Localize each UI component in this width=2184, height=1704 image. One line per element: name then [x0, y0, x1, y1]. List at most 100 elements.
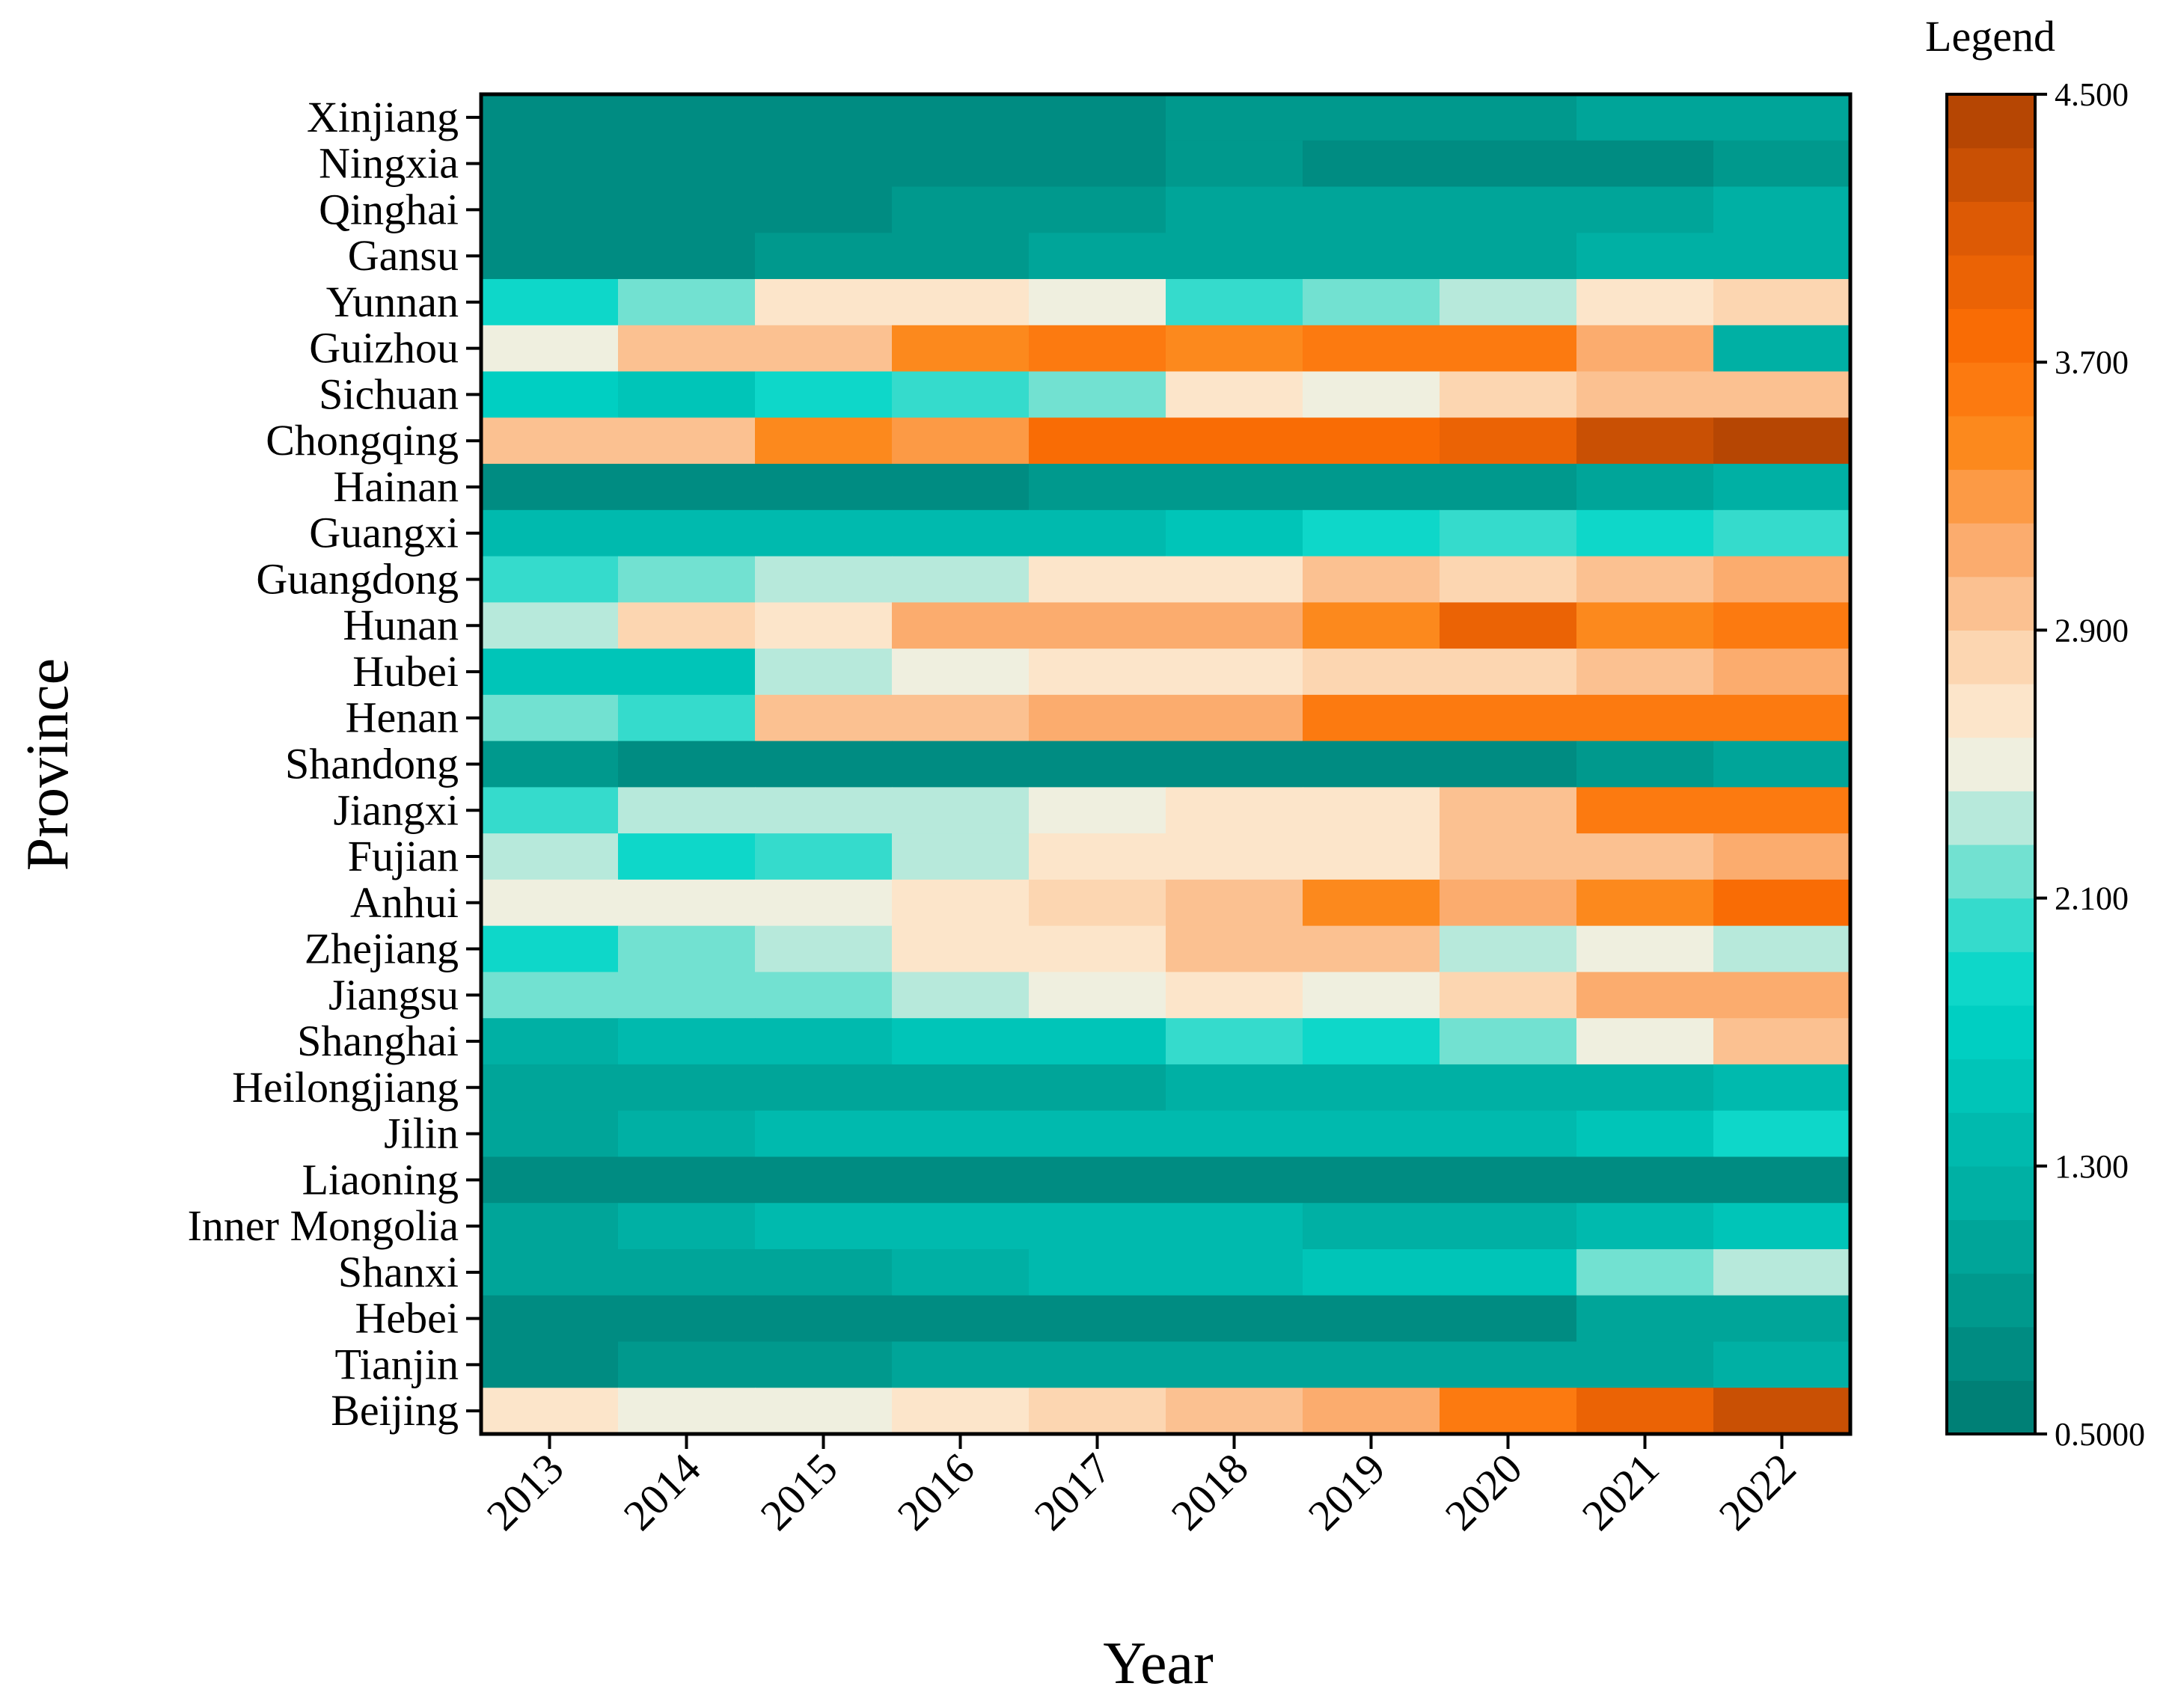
heatmap-cell — [892, 1110, 1030, 1158]
heatmap-cell — [481, 787, 619, 834]
colorbar-band — [1947, 1112, 2035, 1167]
y-tick-label: Shanxi — [338, 1248, 459, 1296]
heatmap-cell — [1440, 1248, 1577, 1296]
heatmap-cell — [1303, 1110, 1440, 1158]
colorbar-band — [1947, 1380, 2035, 1435]
heatmap-cell — [1713, 140, 1851, 188]
heatmap-cell — [1029, 1388, 1166, 1435]
heatmap-cell — [481, 1110, 619, 1158]
colorbar-band — [1947, 1165, 2035, 1221]
heatmap-cell — [1029, 1248, 1166, 1296]
heatmap-cell — [1029, 464, 1166, 511]
heatmap-cell — [1166, 972, 1303, 1019]
heatmap-cell — [1576, 1064, 1714, 1112]
heatmap-cell — [1440, 602, 1577, 649]
heatmap-cell — [1576, 233, 1714, 280]
colorbar-legend: Legend 4.500 3.700 2.900 2.100 1.300 0.5000 — [1925, 12, 2145, 1453]
heatmap-cell — [481, 279, 619, 326]
heatmap-cell — [1303, 371, 1440, 418]
heatmap-cell — [618, 417, 756, 465]
y-tick-label: Chongqing — [266, 416, 459, 465]
colorbar-band — [1947, 951, 2035, 1006]
x-tick-label: 2021 — [1573, 1444, 1668, 1539]
heatmap-cell — [892, 417, 1030, 465]
heatmap-cell — [1713, 972, 1851, 1019]
heatmap-cell — [1166, 694, 1303, 742]
heatmap-cell — [1440, 1203, 1577, 1250]
heatmap-cell — [1166, 1203, 1303, 1250]
heatmap-cell — [1166, 417, 1303, 465]
heatmap-cell — [618, 325, 756, 373]
heatmap-cell — [481, 325, 619, 373]
heatmap-cell — [1713, 1156, 1851, 1204]
y-tick-label: Guangxi — [309, 509, 459, 557]
heatmap-cell — [755, 741, 893, 788]
colorbar-frame — [1945, 93, 2037, 1435]
heatmap-cell — [481, 1295, 619, 1343]
heatmap-cell — [755, 1156, 893, 1204]
heatmap-cell — [892, 649, 1030, 696]
heatmap-cell — [1303, 1156, 1440, 1204]
heatmap-cell — [481, 417, 619, 465]
heatmap-cell — [1303, 325, 1440, 373]
heatmap-cell — [1029, 1064, 1166, 1112]
heatmap-cell — [1166, 325, 1303, 373]
heatmap-cell — [1303, 972, 1440, 1019]
heatmap-cell — [1303, 925, 1440, 973]
heatmap-cell — [1166, 279, 1303, 326]
heatmap-cell — [1440, 509, 1577, 557]
heatmap-cell — [1440, 140, 1577, 188]
heatmap-cell — [1029, 417, 1166, 465]
heatmap-cell — [618, 972, 756, 1019]
heatmap-cell — [755, 186, 893, 233]
heatmap-cell — [1440, 94, 1577, 141]
heatmap-cell — [1303, 509, 1440, 557]
y-tick-label: Inner Mongolia — [188, 1201, 459, 1250]
y-tick-label: Fujian — [348, 832, 459, 880]
heatmap-cell — [755, 1341, 893, 1388]
heatmap-cell — [1713, 1018, 1851, 1065]
y-tick-label: Guizhou — [309, 324, 459, 373]
heatmap-cell — [1576, 1341, 1714, 1388]
heatmap-cell — [1303, 279, 1440, 326]
y-tick-label: Jiangsu — [328, 970, 459, 1019]
heatmap-cell — [1166, 233, 1303, 280]
heatmap-cell — [1029, 371, 1166, 418]
heatmap-cell — [1029, 1110, 1166, 1158]
heatmap-cell — [1713, 649, 1851, 696]
y-tick-label: Henan — [346, 693, 459, 742]
heatmap-cell — [1440, 741, 1577, 788]
heatmap-cell — [1303, 649, 1440, 696]
heatmap-cell — [1440, 371, 1577, 418]
heatmap-cell — [892, 509, 1030, 557]
heatmap-cell — [755, 279, 893, 326]
heatmap-cell — [1713, 509, 1851, 557]
heatmap-cell — [618, 233, 756, 280]
heatmap-cell — [618, 741, 756, 788]
heatmap-cell — [892, 787, 1030, 834]
heatmap-cell — [1166, 94, 1303, 141]
y-tick-label: Liaoning — [302, 1155, 459, 1204]
y-axis-title: Province — [15, 658, 81, 871]
heatmap-cell — [481, 972, 619, 1019]
y-tick-label: Qinghai — [319, 185, 459, 233]
y-tick-label: Jiangxi — [333, 785, 459, 834]
heatmap-cell — [618, 602, 756, 649]
x-axis: 2013 2014 2015 2016 2017 2018 2019 2020 2021 2022 — [477, 1434, 1805, 1539]
heatmap-cell — [755, 464, 893, 511]
heatmap-cell — [1029, 833, 1166, 880]
heatmap-cell — [618, 1388, 756, 1435]
heatmap-cell — [618, 186, 756, 233]
heatmap-cell — [1440, 464, 1577, 511]
heatmap-cell — [1166, 556, 1303, 603]
y-axis: XinjiangNingxiaQinghaiGansuYunnanGuizhou… — [188, 93, 481, 1435]
colorbar-tick-label: 2.100 — [2055, 880, 2129, 917]
heatmap-cell — [1029, 879, 1166, 927]
colorbar-band — [1947, 1219, 2035, 1274]
colorbar-tick-label: 3.700 — [2055, 344, 2129, 381]
heatmap-cell — [892, 186, 1030, 233]
heatmap-cell — [481, 186, 619, 233]
heatmap-cell — [1166, 602, 1303, 649]
heatmap-cell — [1576, 140, 1714, 188]
y-tick-label: Beijing — [331, 1386, 459, 1435]
